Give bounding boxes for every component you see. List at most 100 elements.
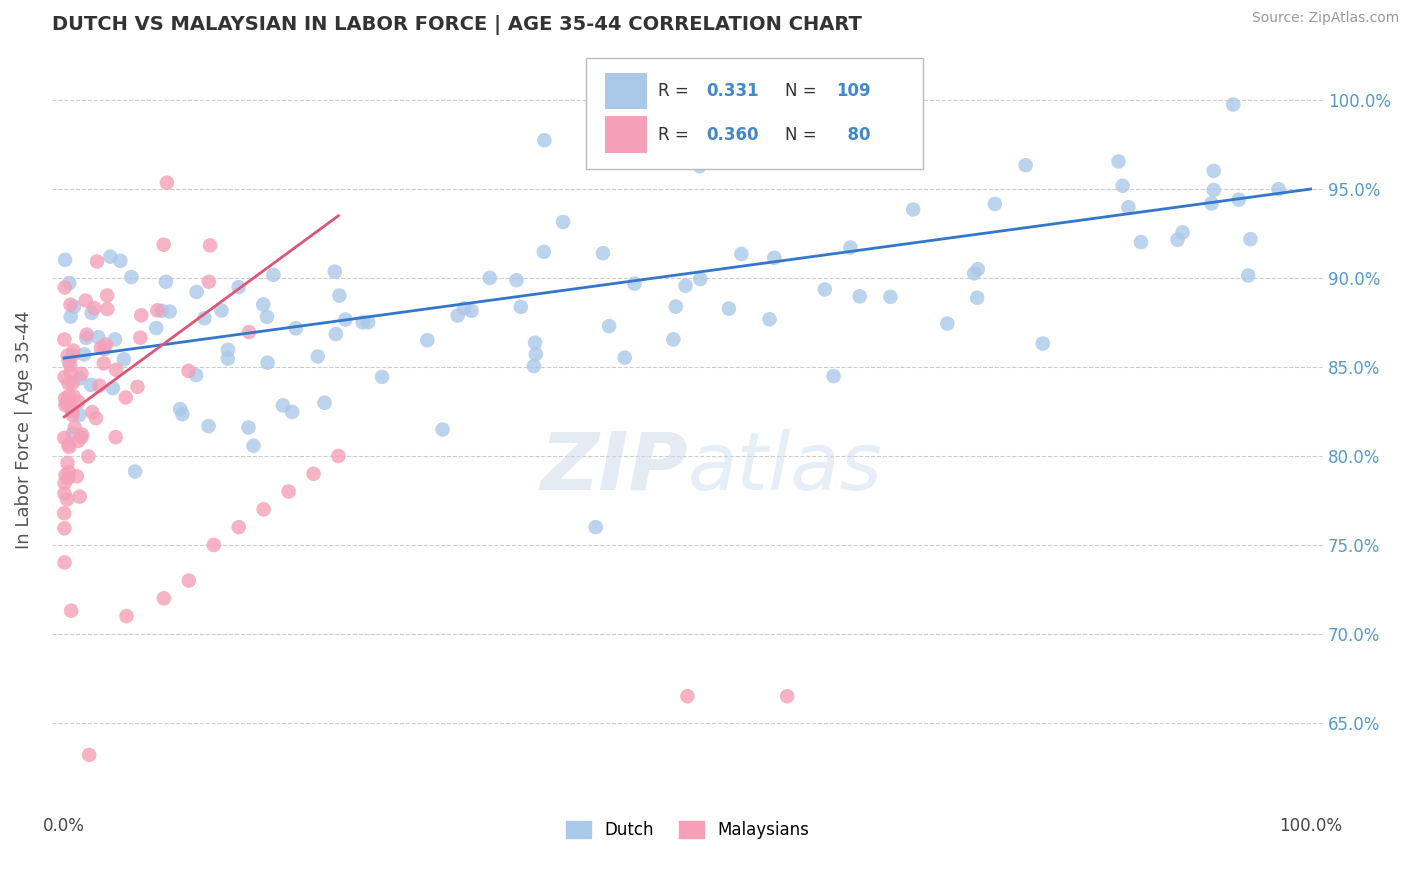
Dutch bbox=[112, 352, 135, 367]
Malaysians bbox=[70, 427, 93, 442]
Dutch bbox=[551, 215, 574, 229]
Malaysians bbox=[104, 430, 127, 444]
Dutch bbox=[533, 133, 555, 147]
Dutch bbox=[323, 264, 346, 278]
Malaysians bbox=[60, 604, 83, 618]
Dutch bbox=[509, 300, 531, 314]
Malaysians bbox=[58, 389, 80, 403]
Malaysians bbox=[55, 395, 77, 409]
Dutch bbox=[159, 304, 181, 318]
Malaysians bbox=[177, 574, 200, 588]
Dutch bbox=[1130, 235, 1153, 249]
Malaysians bbox=[59, 358, 82, 372]
Malaysians bbox=[53, 556, 76, 570]
Malaysians bbox=[60, 404, 83, 418]
Malaysians bbox=[53, 370, 76, 384]
Text: R =: R = bbox=[658, 82, 689, 100]
Legend: Dutch, Malaysians: Dutch, Malaysians bbox=[560, 814, 815, 846]
Dutch bbox=[717, 301, 740, 316]
Dutch bbox=[193, 311, 215, 326]
Malaysians bbox=[62, 389, 84, 403]
Dutch bbox=[823, 369, 845, 384]
Dutch bbox=[228, 280, 250, 294]
Malaysians bbox=[69, 490, 91, 504]
Dutch bbox=[62, 426, 84, 441]
Malaysians bbox=[115, 609, 138, 624]
Malaysians bbox=[77, 747, 100, 762]
Dutch bbox=[357, 315, 380, 329]
Malaysians bbox=[56, 471, 79, 485]
Dutch bbox=[1201, 196, 1223, 211]
Malaysians bbox=[59, 298, 82, 312]
Dutch bbox=[58, 354, 80, 368]
Dutch bbox=[1108, 154, 1130, 169]
Dutch bbox=[271, 398, 294, 412]
Dutch bbox=[252, 297, 274, 311]
Dutch bbox=[1118, 200, 1140, 214]
Malaysians bbox=[53, 333, 76, 347]
Dutch bbox=[592, 246, 614, 260]
Malaysians bbox=[96, 301, 118, 316]
Text: R =: R = bbox=[658, 126, 689, 144]
Dutch bbox=[1267, 182, 1289, 196]
Dutch bbox=[966, 291, 988, 305]
Dutch bbox=[623, 277, 645, 291]
Malaysians bbox=[238, 325, 260, 339]
Dutch bbox=[453, 301, 475, 316]
Text: atlas: atlas bbox=[688, 428, 882, 507]
Dutch bbox=[1167, 233, 1189, 247]
Dutch bbox=[523, 359, 546, 373]
Malaysians bbox=[53, 521, 76, 535]
Dutch bbox=[53, 252, 76, 267]
Dutch bbox=[848, 289, 870, 303]
Dutch bbox=[87, 330, 110, 344]
Malaysians bbox=[53, 475, 76, 490]
Malaysians bbox=[56, 349, 79, 363]
Malaysians bbox=[55, 468, 77, 483]
Dutch bbox=[155, 275, 177, 289]
Dutch bbox=[1202, 164, 1225, 178]
Malaysians bbox=[53, 486, 76, 500]
Text: N =: N = bbox=[786, 126, 817, 144]
Malaysians bbox=[53, 392, 76, 406]
Dutch bbox=[120, 270, 142, 285]
Dutch bbox=[184, 368, 207, 383]
Malaysians bbox=[56, 492, 79, 507]
Dutch bbox=[524, 335, 547, 350]
Malaysians bbox=[153, 591, 176, 606]
Dutch bbox=[689, 159, 711, 173]
Malaysians bbox=[105, 363, 128, 377]
Malaysians bbox=[94, 337, 117, 351]
Dutch bbox=[104, 332, 127, 346]
Dutch bbox=[689, 272, 711, 286]
Dutch bbox=[585, 520, 607, 534]
Dutch bbox=[217, 351, 239, 366]
Malaysians bbox=[86, 254, 108, 268]
Text: 109: 109 bbox=[837, 82, 870, 100]
Dutch bbox=[169, 402, 191, 417]
Dutch bbox=[936, 317, 959, 331]
Dutch bbox=[613, 351, 636, 365]
Dutch bbox=[1222, 97, 1244, 112]
Malaysians bbox=[82, 405, 104, 419]
Dutch bbox=[1227, 193, 1250, 207]
Text: DUTCH VS MALAYSIAN IN LABOR FORCE | AGE 35-44 CORRELATION CHART: DUTCH VS MALAYSIAN IN LABOR FORCE | AGE … bbox=[52, 15, 862, 35]
Dutch bbox=[984, 197, 1007, 211]
Malaysians bbox=[67, 394, 90, 409]
Dutch bbox=[63, 300, 86, 314]
Malaysians bbox=[127, 380, 149, 394]
Dutch bbox=[69, 371, 91, 385]
Dutch bbox=[1014, 158, 1036, 172]
Malaysians bbox=[62, 408, 84, 422]
Malaysians bbox=[202, 538, 225, 552]
Dutch bbox=[150, 303, 173, 318]
Dutch bbox=[242, 439, 264, 453]
Dutch bbox=[256, 356, 278, 370]
Malaysians bbox=[70, 430, 93, 444]
Dutch bbox=[371, 369, 394, 384]
Dutch bbox=[67, 408, 90, 422]
Dutch bbox=[524, 347, 547, 361]
Dutch bbox=[730, 247, 752, 261]
Malaysians bbox=[56, 456, 79, 470]
Dutch bbox=[839, 241, 862, 255]
